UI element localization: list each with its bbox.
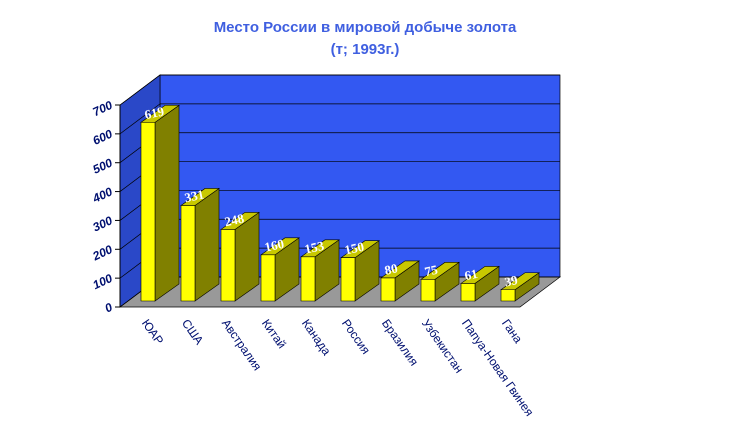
value-label: 619: [143, 103, 166, 122]
bar: [340, 240, 380, 302]
bar-front: [420, 279, 436, 302]
value-label: 160: [263, 236, 285, 255]
value-label: 331: [183, 187, 205, 206]
x-tick-label: Россия: [339, 317, 373, 357]
x-tick-label: Китай: [259, 317, 289, 352]
x-tick-label: Узбекистан: [419, 317, 466, 376]
bar: [380, 260, 420, 302]
grid-line: [119, 74, 161, 106]
value-label: 39: [503, 272, 519, 289]
bar: [220, 211, 260, 302]
bar-front: [340, 257, 356, 302]
value-label: 75: [423, 262, 439, 279]
bar: [500, 272, 540, 302]
bar-front: [500, 289, 516, 302]
y-tick-label: 300: [91, 213, 115, 234]
bar-front: [380, 277, 396, 302]
bar-side: [194, 187, 220, 302]
y-tick-label: 700: [91, 98, 115, 119]
value-label: 248: [223, 210, 246, 229]
value-label: 80: [383, 260, 399, 277]
bar-front: [260, 254, 276, 302]
y-tick-label: 0: [103, 300, 115, 316]
x-tick-label: США: [179, 317, 206, 348]
value-label: 150: [343, 239, 365, 258]
x-tick-label: Канада: [299, 317, 334, 359]
bar-side: [154, 104, 180, 302]
value-label: 153: [303, 238, 326, 257]
y-tick-label: 200: [90, 242, 115, 264]
bar-front: [460, 283, 476, 302]
chart-title: Место России в мировой добыче золота: [214, 19, 517, 36]
bar-front: [180, 205, 196, 302]
chart-subtitle: (т; 1993г.): [331, 41, 400, 58]
bar-front: [300, 256, 316, 302]
bar: [420, 261, 460, 302]
y-tick-label: 400: [90, 184, 115, 206]
bar: [460, 265, 500, 302]
y-tick-label: 100: [91, 271, 115, 292]
bar: [180, 187, 220, 302]
y-tick-label: 500: [91, 155, 115, 176]
bar: [260, 237, 300, 302]
value-label: 61: [463, 266, 479, 283]
bar-front: [220, 229, 236, 302]
bar-front: [140, 122, 156, 302]
x-tick-label: Бразилия: [379, 317, 421, 369]
bar: [140, 104, 180, 302]
x-tick-label: Австралия: [219, 317, 264, 374]
grid-line: [119, 103, 161, 135]
x-tick-label: ЮАР: [139, 317, 166, 348]
bar: [300, 239, 340, 302]
x-tick-label: Папуа-Новая Гвинея: [459, 317, 537, 419]
x-tick-label: Гана: [499, 317, 525, 346]
y-tick-label: 600: [91, 127, 115, 148]
